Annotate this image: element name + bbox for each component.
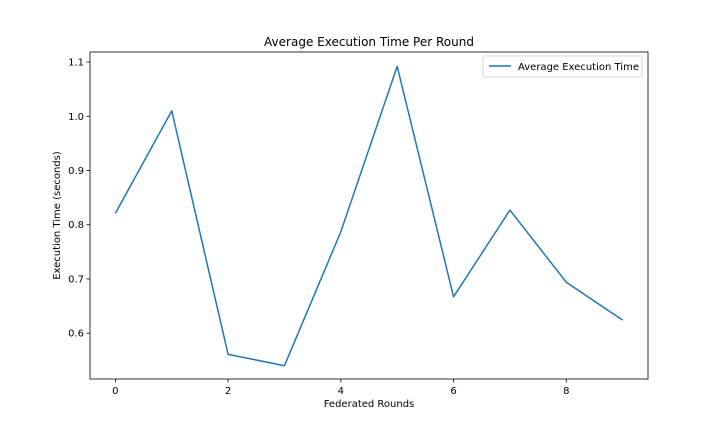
y-tick-label: 1.0 xyxy=(68,112,84,123)
y-axis-label: Execution Time (seconds) xyxy=(52,151,63,280)
x-tick-label: 0 xyxy=(112,386,118,397)
legend-label: Average Execution Time xyxy=(518,62,639,73)
legend-box xyxy=(482,55,643,78)
x-axis-label: Federated Rounds xyxy=(324,399,415,410)
x-tick-label: 6 xyxy=(450,386,456,397)
y-tick-label: 0.6 xyxy=(68,329,84,340)
y-tick-label: 0.8 xyxy=(68,220,84,231)
plot-frame xyxy=(89,51,649,380)
y-tick-label: 0.7 xyxy=(68,274,84,285)
x-tick-label: 8 xyxy=(563,386,569,397)
y-tick-label: 1.1 xyxy=(68,58,84,69)
y-axis: 0.6 0.7 0.8 0.9 1.0 1.1 xyxy=(68,58,90,340)
legend: Average Execution Time xyxy=(482,55,643,78)
x-tick-label: 2 xyxy=(225,386,231,397)
y-tick-label: 0.9 xyxy=(68,166,84,177)
x-axis: 0 2 4 6 8 xyxy=(112,379,569,397)
chart-title: Average Execution Time Per Round xyxy=(264,35,474,49)
series-points xyxy=(115,66,622,365)
x-tick-label: 4 xyxy=(338,386,344,397)
series-line-average-execution-time xyxy=(114,65,624,367)
